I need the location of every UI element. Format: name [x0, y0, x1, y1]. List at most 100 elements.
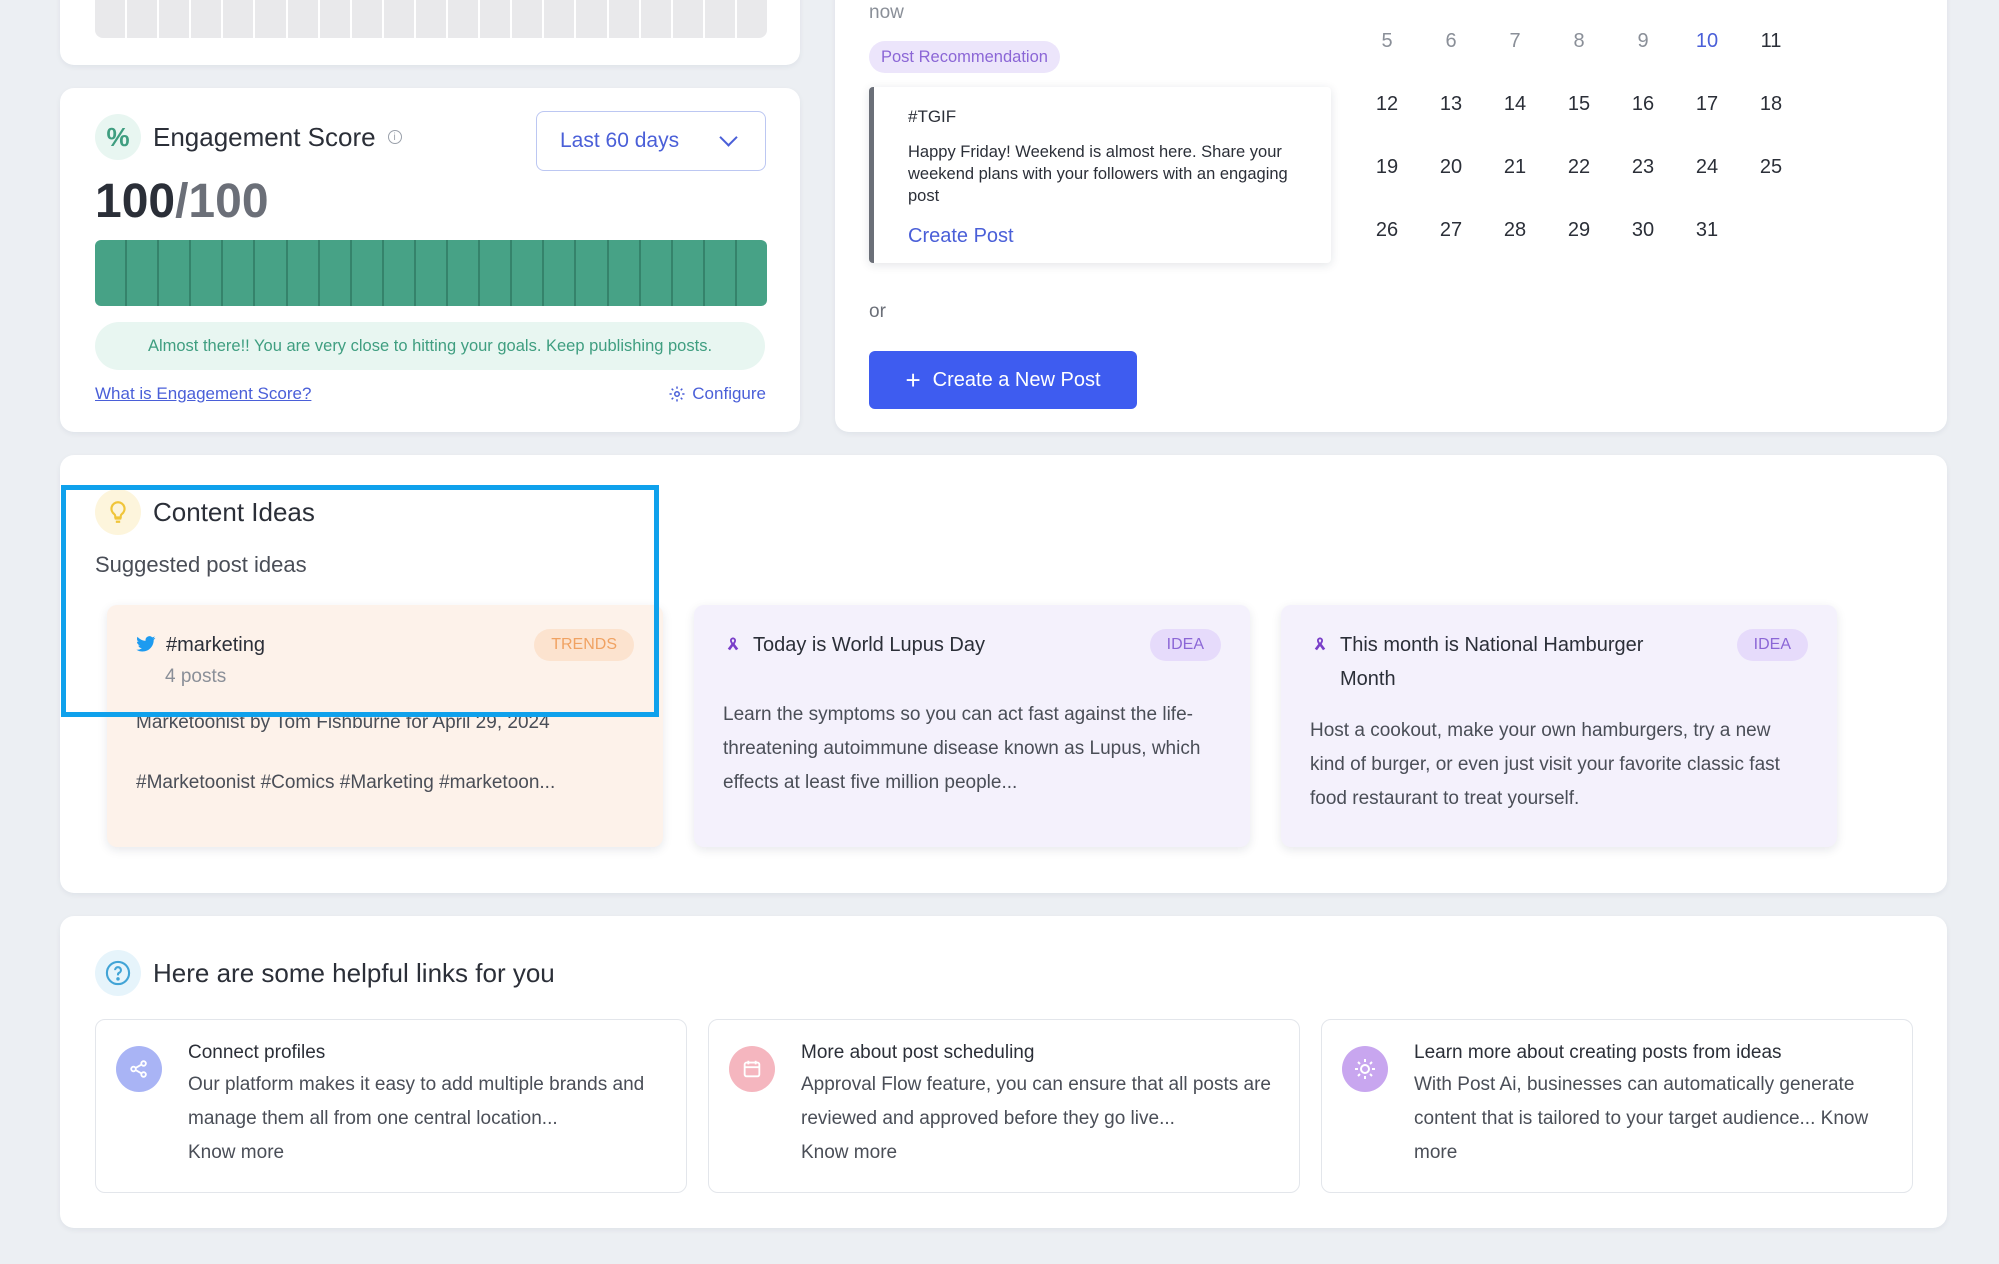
- score-bar-segment: [255, 240, 288, 306]
- date-range-select[interactable]: Last 60 days: [536, 111, 766, 171]
- create-new-post-label: Create a New Post: [932, 368, 1101, 391]
- info-icon[interactable]: i: [387, 130, 402, 144]
- percent-icon: %: [95, 114, 141, 160]
- bar-segment: [383, 0, 416, 38]
- know-more-link[interactable]: Know more: [1414, 1108, 1869, 1163]
- calendar-day[interactable]: 14: [1503, 93, 1527, 115]
- bar-segment: [544, 0, 577, 38]
- score-progress-bar: [95, 240, 767, 306]
- bar-segment: [159, 0, 192, 38]
- calendar-day[interactable]: 24: [1695, 156, 1719, 178]
- calendar-day[interactable]: 8: [1573, 30, 1585, 52]
- calendar-day[interactable]: 21: [1503, 156, 1527, 178]
- idea-hashtags: #Marketoonist #Comics #Marketing #market…: [136, 772, 556, 793]
- trends-badge: TRENDS: [534, 629, 634, 661]
- link-tile-post-scheduling[interactable]: More about post scheduling Approval Flow…: [708, 1019, 1300, 1193]
- score-bar-segment: [672, 240, 705, 306]
- bar-segment: [576, 0, 609, 38]
- helpful-links-title: Here are some helpful links for you: [153, 957, 555, 988]
- calendar-day[interactable]: 19: [1375, 156, 1399, 178]
- bar-segment: [672, 0, 705, 38]
- idea-badge: IDEA: [1736, 629, 1808, 661]
- bar-segment: [95, 0, 128, 38]
- idea-card-lupus-day[interactable]: Today is World Lupus Day IDEA Learn the …: [694, 605, 1250, 847]
- date-range-value: Last 60 days: [560, 129, 680, 152]
- bar-segment: [640, 0, 673, 38]
- ideas-carousel[interactable]: #marketing TRENDS 4 posts Marketoonist b…: [95, 595, 1921, 865]
- content-ideas-subtitle: Suggested post ideas: [95, 552, 307, 577]
- calendar-day[interactable]: 22: [1567, 156, 1591, 178]
- calendar-day[interactable]: 12: [1375, 93, 1399, 115]
- score-bar-segment: [415, 240, 449, 306]
- idea-title: Today is World Lupus Day: [753, 634, 985, 656]
- calendar-day[interactable]: 10: [1695, 30, 1719, 52]
- bar-segment: [480, 0, 513, 38]
- score-hint: Almost there!! You are very close to hit…: [95, 322, 765, 370]
- calendar-day[interactable]: 16: [1631, 93, 1655, 115]
- calendar-day[interactable]: 26: [1375, 219, 1399, 241]
- calendar-day[interactable]: 29: [1567, 219, 1591, 241]
- score-total: /100: [175, 175, 269, 228]
- what-is-engagement-link[interactable]: What is Engagement Score?: [95, 384, 312, 403]
- create-post-link[interactable]: Create Post: [908, 225, 1014, 247]
- idea-body: Host a cookout, make your own hamburgers…: [1310, 720, 1780, 809]
- calendar-day[interactable]: 30: [1631, 219, 1655, 241]
- score-value: 100: [95, 175, 176, 228]
- calendar-day[interactable]: 9: [1637, 30, 1649, 52]
- configure-button[interactable]: Configure: [668, 384, 766, 404]
- calendar-day[interactable]: 6: [1445, 30, 1457, 52]
- calendar-day[interactable]: 27: [1439, 219, 1463, 241]
- idea-card-marketing[interactable]: #marketing TRENDS 4 posts Marketoonist b…: [107, 605, 663, 847]
- tile-title: Learn more about creating posts from ide…: [1414, 1042, 1782, 1063]
- twitter-icon: [136, 636, 156, 652]
- recommended-post-text: Happy Friday! Weekend is almost here. Sh…: [908, 143, 1288, 205]
- link-tile-posts-from-ideas[interactable]: Learn more about creating posts from ide…: [1321, 1019, 1913, 1193]
- bar-segment: [736, 0, 767, 38]
- tile-desc-text: With Post Ai, businesses can automatical…: [1414, 1074, 1855, 1129]
- idea-post-count: 4 posts: [165, 666, 227, 687]
- calendar-day[interactable]: 25: [1759, 156, 1783, 178]
- score-bar-segment: [191, 240, 224, 306]
- create-new-post-button[interactable]: + Create a New Post: [869, 351, 1137, 409]
- score-bar-segment: [704, 240, 737, 306]
- score-bar-segment: [608, 240, 641, 306]
- lightbulb-icon: [95, 489, 141, 535]
- recommended-post: #TGIF Happy Friday! Weekend is almost he…: [869, 87, 1331, 263]
- bar-segment: [448, 0, 481, 38]
- idea-title: This month is National Hamburger Month: [1340, 634, 1644, 690]
- idea-badge: IDEA: [1149, 629, 1221, 661]
- plus-icon: +: [905, 365, 921, 395]
- share-icon: [116, 1046, 162, 1092]
- calendar-day[interactable]: 5: [1381, 30, 1393, 52]
- score-bar-segment: [319, 240, 352, 306]
- calendar-day[interactable]: 15: [1567, 93, 1591, 115]
- bar-segment: [704, 0, 737, 38]
- score-bar-segment: [736, 240, 767, 306]
- score-bar-segment: [383, 240, 416, 306]
- know-more-link[interactable]: Know more: [188, 1142, 285, 1163]
- know-more-link[interactable]: Know more: [801, 1142, 898, 1163]
- calendar-day[interactable]: 20: [1439, 156, 1463, 178]
- tile-desc-text: Approval Flow feature, you can ensure th…: [801, 1074, 1271, 1129]
- score-bar-segment: [544, 240, 577, 306]
- tile-title: More about post scheduling: [801, 1042, 1035, 1063]
- calendar-day[interactable]: 31: [1695, 219, 1719, 241]
- calendar-day[interactable]: 18: [1759, 93, 1783, 115]
- calendar-day[interactable]: 11: [1760, 30, 1782, 52]
- or-label: or: [869, 301, 886, 322]
- calendar-day[interactable]: 7: [1509, 30, 1521, 52]
- score-bar-segment: [512, 240, 545, 306]
- idea-card-hamburger-month[interactable]: This month is National Hamburger Month I…: [1281, 605, 1837, 847]
- score-bar-segment: [95, 240, 128, 306]
- recommended-post-tag: #TGIF: [908, 107, 957, 126]
- engagement-header: % Engagement Score i: [95, 114, 402, 160]
- calendar-day[interactable]: 23: [1631, 156, 1655, 178]
- configure-label: Configure: [692, 384, 766, 403]
- calendar-day[interactable]: 13: [1439, 93, 1463, 115]
- previous-score-bar: [95, 0, 767, 38]
- ribbon-icon: [727, 637, 739, 651]
- calendar-day[interactable]: 17: [1695, 93, 1719, 115]
- now-label: now: [869, 2, 904, 23]
- link-tile-connect-profiles[interactable]: Connect profiles Our platform makes it e…: [95, 1019, 687, 1193]
- calendar-day[interactable]: 28: [1503, 219, 1527, 241]
